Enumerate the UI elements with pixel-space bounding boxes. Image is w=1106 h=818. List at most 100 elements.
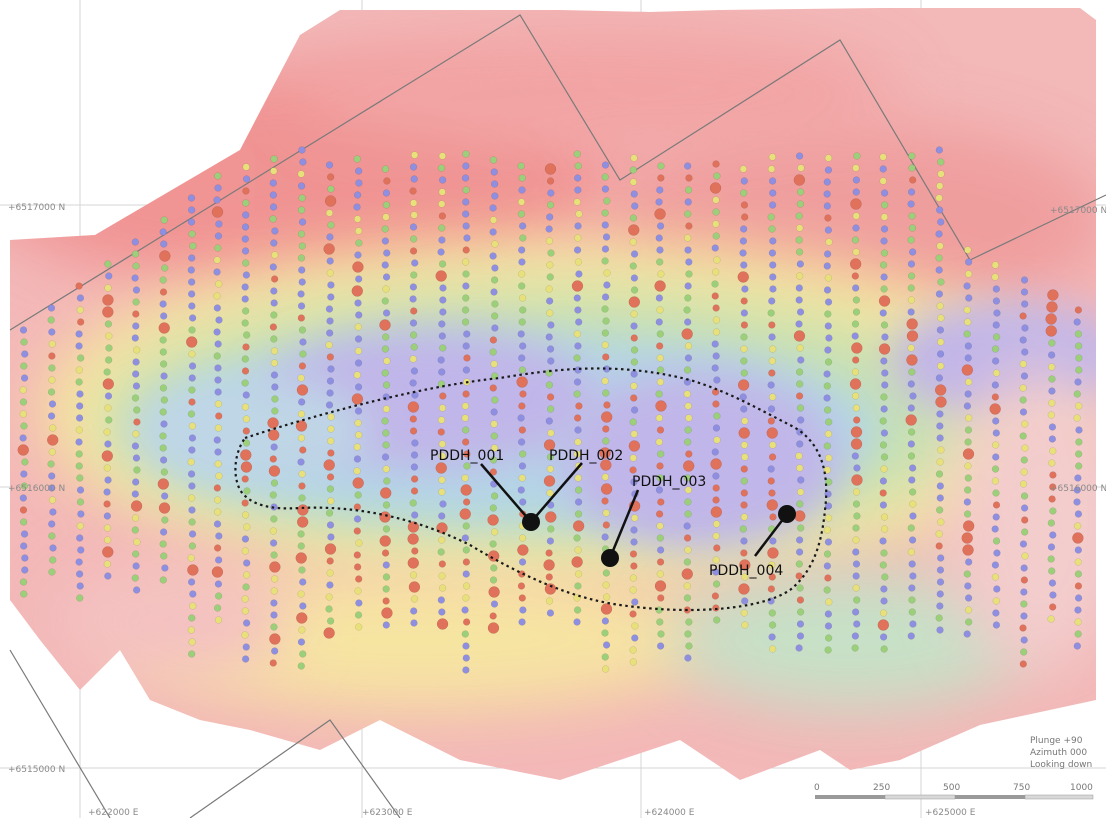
drill-collar-dot [823, 394, 831, 402]
drill-collar-dot [188, 422, 197, 430]
drill-collar-dot [851, 608, 860, 616]
drill-collar-dot [683, 558, 692, 566]
drill-collar-dot [992, 321, 1000, 329]
drill-collar-dot [852, 536, 860, 544]
drill-collar-dot [906, 318, 918, 330]
drill-collar-dot [964, 594, 973, 602]
drill-collar-dot [1021, 348, 1029, 356]
drill-collar-dot [1045, 313, 1057, 325]
drill-collar-dot [462, 150, 470, 158]
drill-collar-dot [489, 576, 498, 584]
drill-collar-dot [545, 285, 553, 293]
drill-collar-dot [213, 604, 222, 612]
drill-collar-dot [712, 316, 721, 324]
drill-collar-dot [546, 609, 555, 617]
drill-collar-dot [132, 454, 141, 462]
drill-collar-dot [242, 187, 250, 195]
drill-collar-dot [880, 201, 889, 209]
drill-collar-dot [712, 556, 720, 564]
drill-collar-dot [685, 270, 693, 278]
drill-collar-dot [852, 224, 860, 232]
drill-collar-dot [602, 509, 610, 517]
drill-collar-dot [683, 390, 691, 398]
drill-collar-dot [601, 173, 609, 181]
drill-collar-dot [20, 338, 28, 346]
drill-collar-dot [438, 572, 446, 580]
drill-collar-dot [161, 564, 169, 572]
drill-collar-dot [48, 448, 56, 456]
drill-collar-dot [297, 302, 306, 310]
drill-collar-dot [411, 511, 419, 519]
drill-collar-dot [935, 290, 944, 298]
drill-collar-dot [629, 214, 638, 222]
drill-collar-dot [685, 174, 693, 182]
drill-collar-dot [77, 318, 85, 326]
drill-collar-dot [435, 270, 447, 282]
drill-collar-dot [325, 593, 333, 601]
drill-collar-dot [685, 414, 693, 422]
drill-collar-dot [963, 498, 972, 506]
drill-collar-dot [963, 318, 972, 326]
drill-collar-dot [159, 444, 167, 452]
drill-collar-dot [76, 522, 84, 530]
drill-collar-dot [740, 489, 748, 497]
drill-collar-dot [1020, 576, 1029, 584]
drill-collar-dot [685, 450, 693, 458]
drill-collar-dot [489, 456, 498, 464]
drill-collar-dot [1047, 289, 1059, 301]
drill-collar-dot [1048, 459, 1056, 467]
drill-collar-dot [907, 236, 915, 244]
drill-collar-dot [573, 198, 581, 206]
drill-collar-dot [683, 234, 692, 242]
drill-collar-dot [75, 450, 83, 458]
drill-collar-dot [159, 300, 167, 308]
drill-collar-dot [299, 650, 307, 658]
drill-collar-dot [853, 464, 861, 472]
drill-collar-dot [188, 542, 197, 550]
drill-collar-dot [712, 472, 720, 480]
drill-collar-dot [1047, 351, 1056, 359]
drillhole-pddh-004[interactable]: PDDH_004 [709, 505, 796, 579]
drill-collar-dot [409, 283, 418, 291]
drill-collar-dot [768, 453, 777, 461]
drill-collar-dot [600, 411, 613, 423]
drill-collar-dot [796, 440, 804, 448]
drill-collar-dot [907, 308, 915, 316]
drill-collar-dot [880, 513, 889, 521]
drill-collar-dot [132, 286, 141, 294]
drill-collar-dot [656, 246, 664, 254]
drill-collar-dot [410, 307, 418, 315]
drill-collar-dot [297, 542, 305, 550]
drill-collar-dot [992, 597, 1000, 605]
drill-collar-dot [936, 602, 944, 610]
view-info: Plunge +90 Azimuth 000 Looking down [1030, 736, 1092, 770]
drill-collar-dot [740, 441, 749, 449]
drill-collar-dot [1019, 396, 1027, 404]
drill-collar-dot [573, 354, 581, 362]
drill-collar-dot [132, 310, 140, 318]
drill-collar-dot [295, 552, 307, 564]
drill-collar-dot [573, 330, 581, 338]
drill-collar-dot [964, 342, 972, 350]
drill-collar-dot [462, 210, 470, 218]
drill-collar-dot [546, 453, 555, 461]
drill-collar-dot [601, 473, 609, 481]
drill-collar-dot [269, 191, 278, 199]
drill-collar-dot [298, 398, 306, 406]
drill-collar-dot [740, 309, 748, 317]
drill-collar-dot [326, 233, 334, 241]
drill-collar-dot [629, 238, 637, 246]
drill-collar-dot [517, 330, 525, 338]
northing-label-right: +6517000 N [1050, 206, 1106, 216]
drill-collar-dot [1021, 516, 1029, 524]
drill-collar-dot [381, 453, 390, 461]
drill-collar-dot [242, 391, 250, 399]
drill-collar-dot [518, 354, 526, 362]
drill-collar-dot [853, 152, 861, 160]
drill-collar-dot [410, 487, 419, 495]
drillhole-pddh-003[interactable]: PDDH_003 [601, 474, 706, 567]
drill-collar-dot [214, 508, 222, 516]
drill-collar-dot [909, 512, 917, 520]
drillhole-pddh-002[interactable]: PDDH_002 [530, 448, 623, 523]
